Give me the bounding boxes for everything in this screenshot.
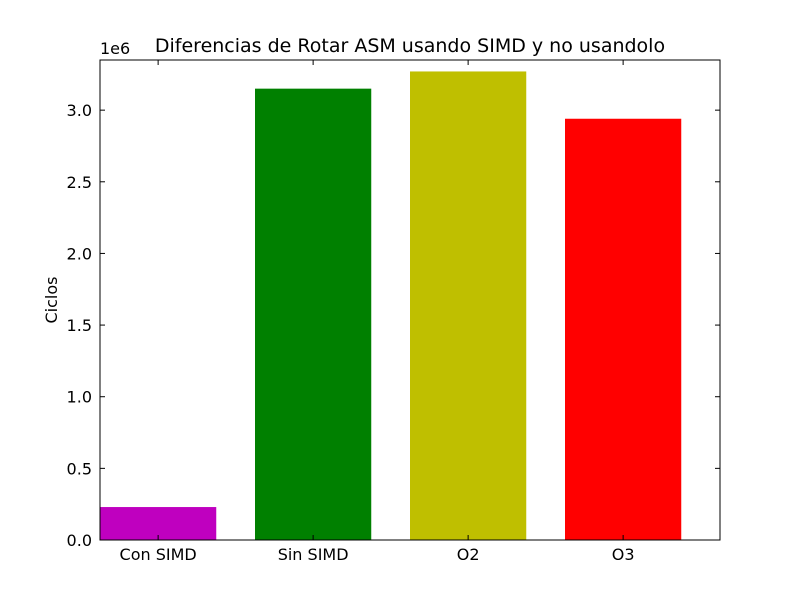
bar-o3 <box>565 118 682 540</box>
x-tick-label: Sin SIMD <box>278 545 349 564</box>
y-tick-label: 2.0 <box>67 244 92 263</box>
ticks-layer: Con SIMD Sin SIMD O2 O3 0.0 0.5 1.0 1.5 2.0 2.5 3.… <box>67 60 720 564</box>
bar-con-simd <box>100 507 217 540</box>
plot-frame <box>99 59 721 541</box>
x-tick-label: Con SIMD <box>120 545 197 564</box>
bar-o2 <box>410 71 527 541</box>
y-tick-label: 1.0 <box>67 388 92 407</box>
y-tick-label: 0.0 <box>67 531 92 550</box>
y-tick-label: 2.5 <box>67 173 92 192</box>
bar-sin-simd <box>255 88 372 541</box>
bars-layer <box>100 71 682 541</box>
y-tick-label: 1.5 <box>67 316 92 335</box>
y-axis-label: Ciclos <box>42 277 61 324</box>
y-tick-label: 0.5 <box>67 459 92 478</box>
x-tick-label: O3 <box>612 545 635 564</box>
chart-title: Diferencias de Rotar ASM usando SIMD y n… <box>155 35 665 57</box>
x-tick-label: O2 <box>457 545 480 564</box>
y-tick-label: 3.0 <box>67 101 92 120</box>
y-axis-offset-label: 1e6 <box>100 39 130 58</box>
